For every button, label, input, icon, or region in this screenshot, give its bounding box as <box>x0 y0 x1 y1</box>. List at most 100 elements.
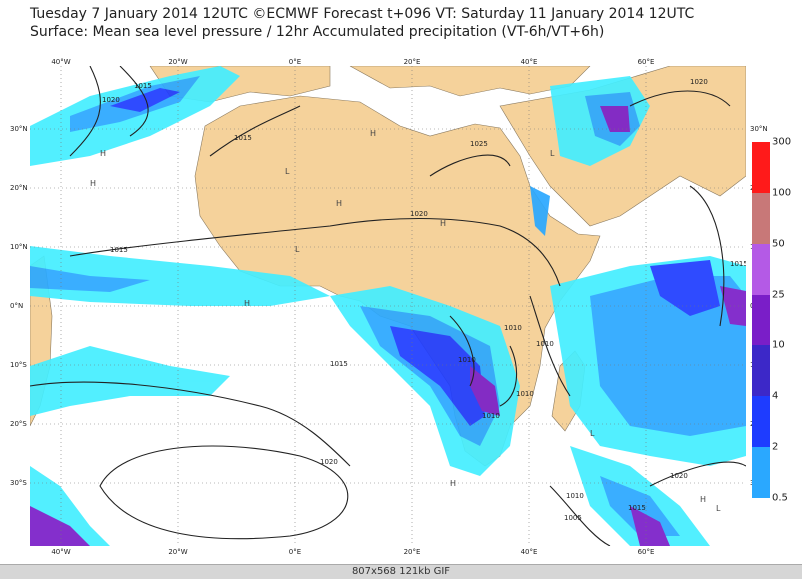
latitude-label: 30°N <box>750 125 768 133</box>
longitude-label: 40°W <box>51 548 71 556</box>
isobar-label: 1015 <box>110 246 128 254</box>
legend-color-band <box>752 243 770 295</box>
longitude-label: 40°E <box>520 548 538 556</box>
precip-north-atlantic-heavy <box>110 88 180 112</box>
isobar-line <box>30 381 351 467</box>
low-pressure-marker: L <box>590 429 595 438</box>
isobar-label: 1025 <box>470 140 488 148</box>
precipitation-layer <box>30 66 746 546</box>
isobar-line <box>429 154 511 177</box>
precip-southwest-atlantic-heavy <box>30 506 90 546</box>
legend-label: 50 <box>772 238 785 250</box>
high-pressure-marker: H <box>336 199 342 208</box>
longitude-label: 0°E <box>288 548 302 556</box>
high-pressure-marker: H <box>244 299 250 308</box>
latitude-label: 20°N <box>10 184 28 192</box>
high-pressure-marker: H <box>450 479 456 488</box>
precip-middle-east-heavy <box>600 106 630 132</box>
isobar-line <box>529 295 571 397</box>
isobar-label: 1015 <box>330 360 348 368</box>
precip-central-africa-heavy <box>390 326 485 426</box>
isobar-line <box>209 105 301 157</box>
latitude-label: 10°N <box>10 243 28 251</box>
isobar-label: 1015 <box>234 134 252 142</box>
high-pressure-marker: H <box>370 129 376 138</box>
latitude-label: 10°S <box>10 361 27 369</box>
high-pressure-marker: H <box>700 495 706 504</box>
isobar-line <box>69 66 101 157</box>
low-pressure-marker: L <box>285 167 290 176</box>
isobar-labels: 1020 1015 1015 1015 1020 1025 1015 1010 1010 1010… <box>102 78 746 522</box>
latitude-label: 30°S <box>10 479 27 487</box>
isobar-label: 1020 <box>320 458 338 466</box>
latitude-label: 20°S <box>10 420 27 428</box>
isobar-line <box>449 315 475 387</box>
legend-color-band <box>752 345 770 397</box>
isobar-label: 1020 <box>670 472 688 480</box>
isobar-line <box>499 345 518 407</box>
longitude-label: 20°E <box>403 58 421 66</box>
isobar-label: 1010 <box>458 356 476 364</box>
isobar-line <box>99 445 349 540</box>
isobar-line <box>689 185 725 327</box>
legend-color-band <box>752 142 770 193</box>
high-pressure-marker: H <box>90 179 96 188</box>
longitude-label: 40°W <box>51 58 71 66</box>
precip-central-africa-intense <box>470 366 500 416</box>
low-pressure-marker: L <box>295 245 300 254</box>
longitude-label: 20°E <box>403 548 421 556</box>
isobar-line <box>549 485 611 546</box>
legend-label: 0.5 <box>772 492 788 504</box>
isobar-line <box>649 461 746 487</box>
chart-subtitle: Surface: Mean sea level pressure / 12hr … <box>30 24 605 40</box>
legend-label: 300 <box>772 136 792 148</box>
isobar-label: 1020 <box>410 210 428 218</box>
southern-europe-land <box>349 66 591 97</box>
isobar-label: 1015 <box>730 260 746 268</box>
isobars <box>30 66 746 546</box>
longitude-label: 20°W <box>168 58 188 66</box>
latitude-label: 30°N <box>10 125 28 133</box>
weather-map: 1020 1015 1015 1015 1020 1025 1015 1010 1010 1010… <box>30 66 746 546</box>
legend-label: 100 <box>772 187 792 199</box>
isobar-label: 1015 <box>134 82 152 90</box>
longitude-label: 60°E <box>637 58 655 66</box>
precipitation-legend <box>752 142 770 498</box>
precip-southwest-indian-core <box>600 476 680 536</box>
isobar-label: 1010 <box>536 340 554 348</box>
graticule <box>30 66 746 546</box>
isobar-label: 1010 <box>516 390 534 398</box>
isobar-label: 1010 <box>504 324 522 332</box>
legend-label: 10 <box>772 339 785 351</box>
image-statusbar: 807x568 121kb GIF <box>0 564 802 579</box>
precip-southwest-indian-heavy <box>630 506 670 546</box>
high-pressure-marker: H <box>100 149 106 158</box>
low-pressure-marker: L <box>550 149 555 158</box>
isobar-line <box>629 90 731 107</box>
pressure-centres: H H H H L L H H L L H H L <box>90 129 721 513</box>
isobar-label: 1015 <box>628 504 646 512</box>
legend-color-band <box>752 447 770 498</box>
precip-red-sea <box>530 186 550 236</box>
legend-color-band <box>752 396 770 448</box>
isobar-label: 1010 <box>482 412 500 420</box>
latitude-label: 0°N <box>10 302 24 310</box>
legend-label: 2 <box>772 441 779 453</box>
isobar-label: 1020 <box>690 78 708 86</box>
longitude-label: 0°E <box>288 58 302 66</box>
isobar-line <box>119 66 149 137</box>
longitude-label: 40°E <box>520 58 538 66</box>
precip-indian-ocean-core <box>590 276 746 436</box>
legend-color-band <box>752 192 770 244</box>
longitude-label: 20°W <box>168 548 188 556</box>
legend-label: 25 <box>772 289 785 301</box>
precip-tropical-atlantic-core <box>30 266 150 292</box>
low-pressure-marker: L <box>716 504 721 513</box>
precip-indian-ocean-heavy <box>650 260 720 316</box>
precip-indian-ocean-intense <box>720 286 746 326</box>
isobar-label: 1010 <box>566 492 584 500</box>
isobar-line <box>69 217 561 287</box>
isobar-label: 1020 <box>102 96 120 104</box>
legend-color-band <box>752 294 770 346</box>
isobar-label: 1005 <box>564 514 582 522</box>
